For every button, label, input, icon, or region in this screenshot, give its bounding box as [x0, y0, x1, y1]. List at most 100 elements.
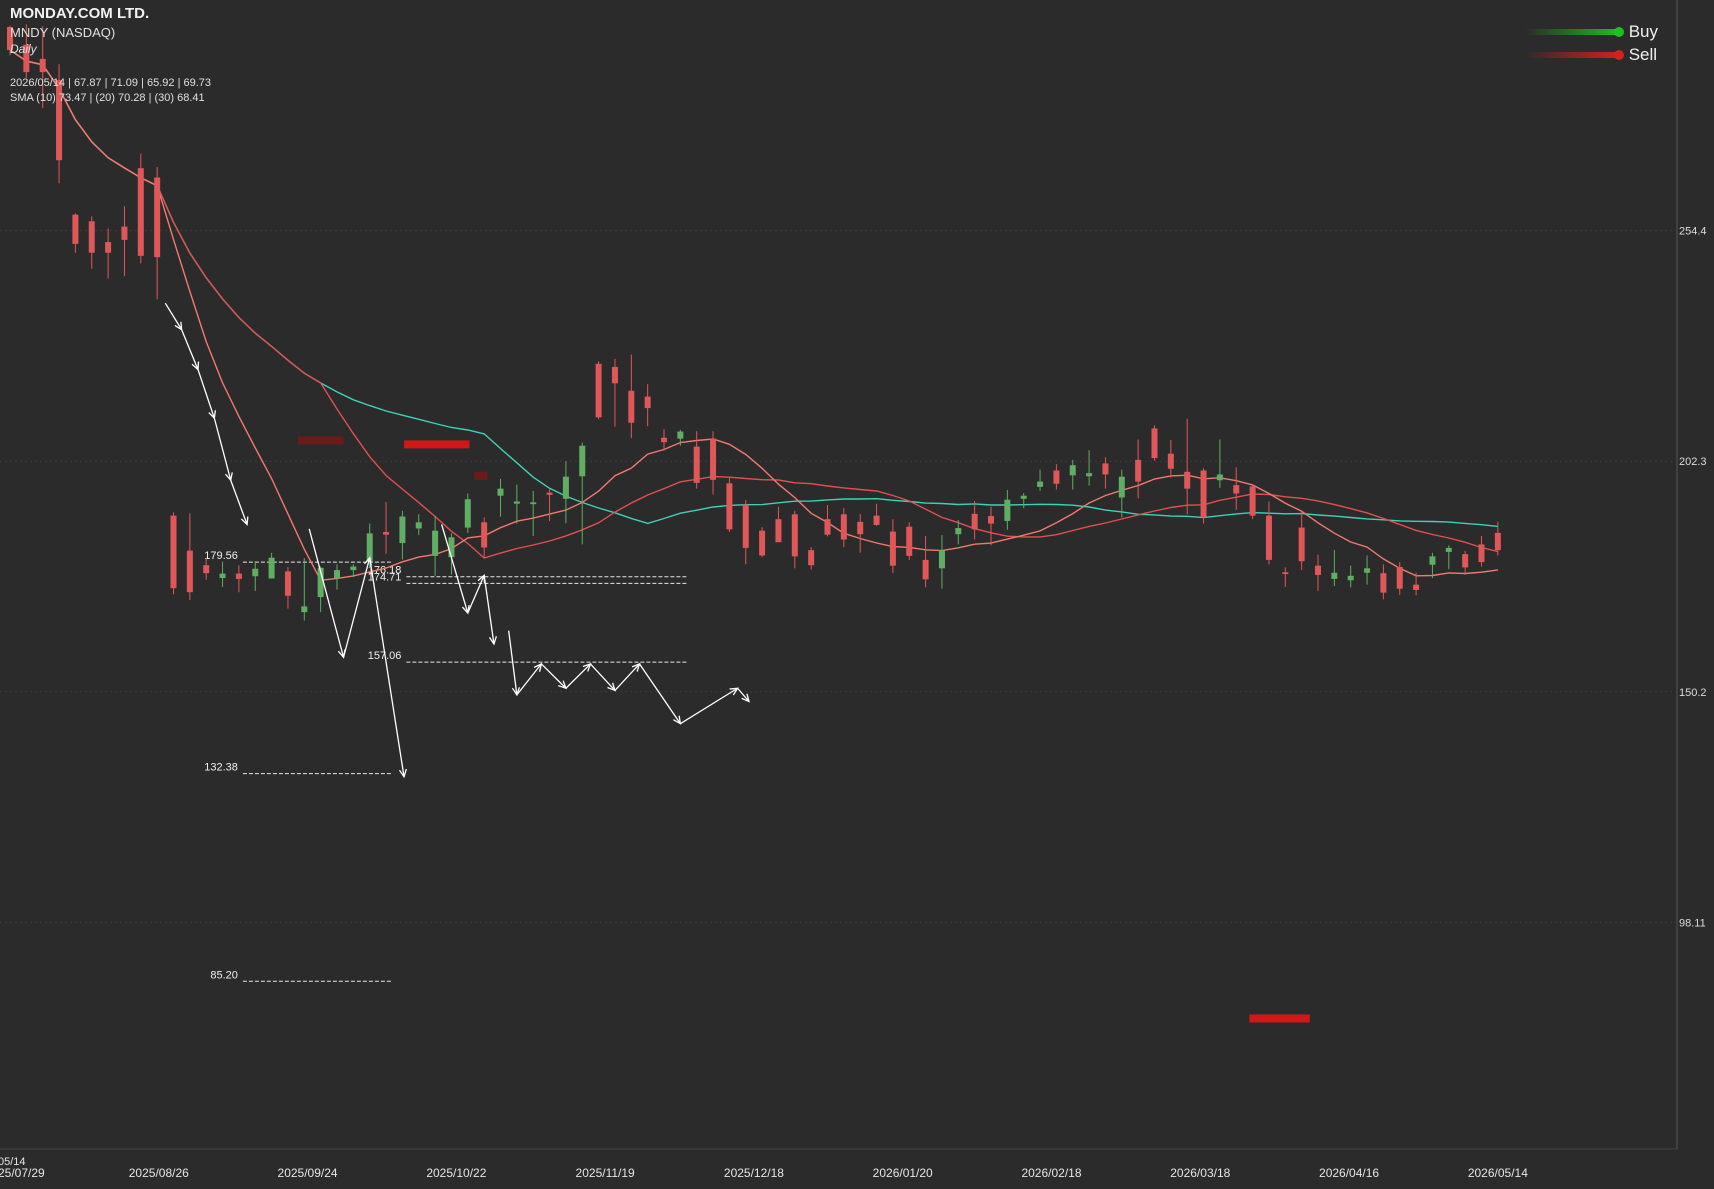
- y-tick-label: 150.2: [1679, 687, 1707, 699]
- candle-body: [235, 573, 242, 579]
- candle-body: [595, 363, 602, 418]
- legend-buy[interactable]: Buy: [1524, 20, 1658, 43]
- candle: [1396, 562, 1403, 595]
- candle: [1445, 545, 1452, 570]
- sma-readout: SMA (10) 73.47 | (20) 70.28 | (30) 68.41: [10, 92, 205, 104]
- candle-body: [334, 570, 340, 579]
- candle: [1102, 457, 1109, 489]
- projection-segment: [467, 575, 485, 614]
- candle: [154, 166, 161, 300]
- candle: [546, 488, 553, 521]
- candle: [726, 477, 733, 533]
- x-tick-label: 2025/12/18: [724, 1166, 784, 1180]
- candle-body: [710, 438, 717, 480]
- chart-title: MONDAY.COM LTD.: [10, 5, 150, 22]
- candle-body: [415, 522, 422, 529]
- candle: [1151, 425, 1158, 461]
- candle: [1494, 521, 1501, 556]
- sell-signal-bar: [474, 471, 488, 480]
- candle: [1478, 535, 1485, 567]
- candle-body: [742, 504, 749, 548]
- candle: [7, 25, 13, 56]
- candle: [513, 484, 520, 524]
- candle: [105, 228, 112, 279]
- candle-body: [1233, 485, 1240, 494]
- candle-body: [56, 80, 63, 161]
- candle-body: [677, 431, 684, 439]
- candle-body: [284, 571, 291, 596]
- candle-body: [1347, 575, 1354, 581]
- candle-body: [1478, 544, 1485, 563]
- period-label: Daily: [10, 42, 37, 56]
- candle-body: [840, 514, 847, 540]
- price-level-label: 179.56: [204, 550, 238, 562]
- projection-segment: [164, 302, 183, 331]
- candle: [1315, 554, 1321, 591]
- sma20-line: [9, 49, 1499, 559]
- x-corner-label: 05/14: [0, 1156, 26, 1168]
- candle: [497, 478, 504, 517]
- candle-body: [1282, 572, 1289, 575]
- candle: [889, 519, 896, 574]
- candle: [1233, 467, 1240, 510]
- candle: [1282, 567, 1289, 587]
- candle-body: [1167, 453, 1174, 469]
- candle-body: [432, 530, 439, 556]
- candle-body: [1053, 470, 1060, 484]
- candle: [203, 557, 210, 580]
- sell-swatch: [1524, 49, 1624, 60]
- sell-signal-bar: [404, 440, 470, 449]
- candle-body: [252, 568, 259, 577]
- candle-body: [350, 566, 357, 571]
- candle-body: [1249, 486, 1256, 516]
- candle-body: [154, 177, 161, 258]
- candle-body: [72, 214, 79, 244]
- sma10-line: [9, 49, 1498, 582]
- candle-body: [399, 516, 406, 544]
- candle-body: [317, 567, 324, 598]
- candle-body: [1396, 566, 1403, 589]
- candle: [1429, 552, 1436, 579]
- candle-body: [1413, 584, 1420, 590]
- candle-body: [88, 221, 95, 253]
- candle-body: [497, 488, 504, 496]
- price-level-label: 176.18: [368, 565, 402, 577]
- candle: [39, 26, 46, 108]
- candle: [350, 564, 357, 578]
- candle-body: [611, 366, 618, 384]
- legend-buy-label: Buy: [1628, 21, 1658, 41]
- candle: [1249, 485, 1256, 520]
- candle: [1037, 469, 1044, 491]
- ticker-label: MNDY (NASDAQ): [10, 25, 116, 40]
- candle-body: [1037, 481, 1044, 487]
- candle: [840, 508, 847, 548]
- legend-sell[interactable]: Sell: [1524, 43, 1658, 66]
- candle-body: [1380, 573, 1387, 593]
- candle-body: [546, 492, 553, 495]
- candle-body: [1020, 495, 1027, 499]
- candle: [1331, 550, 1338, 587]
- candle: [906, 522, 913, 560]
- candle-body: [1265, 515, 1272, 560]
- candle-body: [23, 44, 30, 73]
- candle: [530, 490, 537, 536]
- sma30-line: [9, 49, 1498, 528]
- candle: [284, 566, 291, 609]
- projection-segment: [483, 575, 495, 645]
- sell-dot: [1613, 49, 1624, 60]
- projection-segment: [308, 528, 345, 658]
- projection-arrowhead: [741, 693, 750, 703]
- projection-segment: [342, 557, 371, 658]
- candle: [301, 558, 308, 621]
- candle-body: [7, 26, 13, 51]
- candle-body: [39, 58, 46, 73]
- candle: [415, 514, 422, 536]
- candle: [562, 461, 569, 524]
- candle-body: [268, 557, 275, 579]
- ohlc-readout: 2026/05/14 | 67.87 | 71.09 | 65.92 | 69.…: [10, 77, 212, 89]
- candle: [1462, 551, 1469, 575]
- projection-segment: [680, 687, 738, 725]
- candle-body: [1069, 465, 1076, 476]
- candle-body: [1200, 470, 1207, 518]
